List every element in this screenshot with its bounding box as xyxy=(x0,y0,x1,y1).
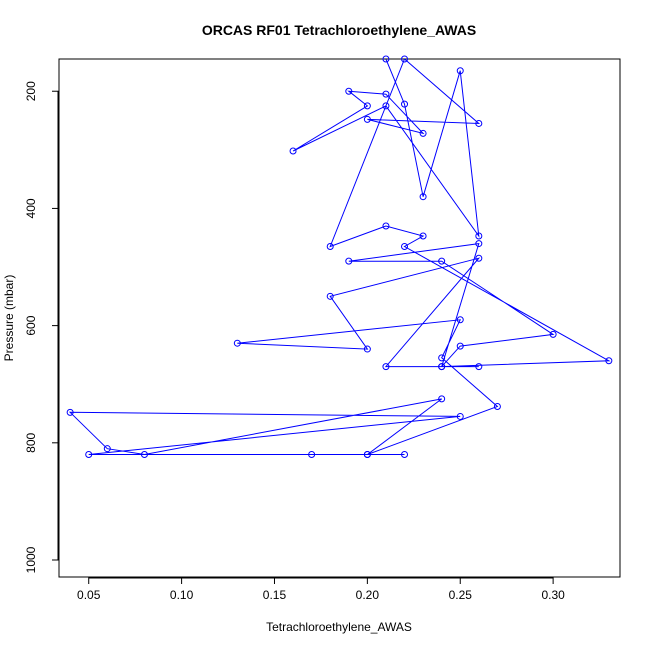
y-axis-label: Pressure (mbar) xyxy=(2,275,16,362)
data-point xyxy=(363,115,371,123)
data-point xyxy=(308,451,316,459)
series-line xyxy=(68,59,611,456)
data-point xyxy=(85,451,93,459)
x-tick-label: 0.10 xyxy=(170,588,194,602)
data-point xyxy=(493,402,501,410)
data-point xyxy=(345,87,353,95)
data-point xyxy=(401,55,409,63)
data-point xyxy=(456,67,464,75)
data-point xyxy=(401,243,409,251)
data-point xyxy=(475,232,483,240)
data-point xyxy=(438,257,446,265)
data-point xyxy=(438,395,446,403)
x-tick-label: 0.20 xyxy=(356,588,380,602)
data-point xyxy=(363,451,371,459)
data-point xyxy=(103,445,111,453)
y-tick-label: 400 xyxy=(24,198,38,218)
data-point xyxy=(363,102,371,110)
data-point xyxy=(401,100,409,108)
data-point xyxy=(419,193,427,201)
data-point xyxy=(233,339,241,347)
data-point xyxy=(326,292,334,300)
chart-title: ORCAS RF01 Tetrachloroethylene_AWAS xyxy=(202,22,476,38)
x-tick-label: 0.15 xyxy=(263,588,287,602)
data-point xyxy=(382,222,390,230)
data-point xyxy=(419,232,427,240)
x-axis-label: Tetrachloroethylene_AWAS xyxy=(266,620,412,634)
data-point xyxy=(438,354,446,362)
x-tick-label: 0.25 xyxy=(449,588,473,602)
y-tick-label: 200 xyxy=(24,81,38,101)
data-point xyxy=(475,119,483,127)
data-point xyxy=(456,342,464,350)
data-series xyxy=(66,55,613,459)
y-axis: 200 400 600 800 1000 xyxy=(24,81,59,573)
data-point xyxy=(456,412,464,420)
y-tick-label: 800 xyxy=(24,432,38,452)
data-point xyxy=(382,363,390,371)
data-point xyxy=(401,451,409,459)
data-point xyxy=(419,129,427,137)
data-point xyxy=(475,363,483,371)
data-point xyxy=(140,451,148,459)
data-point xyxy=(382,102,390,110)
data-point xyxy=(363,345,371,353)
y-tick-label: 1000 xyxy=(24,546,38,573)
data-point xyxy=(475,240,483,248)
data-point xyxy=(289,147,297,155)
x-axis: 0.05 0.10 0.15 0.20 0.25 0.30 xyxy=(77,577,565,602)
data-point xyxy=(382,55,390,63)
data-point xyxy=(326,243,334,251)
plot-frame xyxy=(58,58,621,578)
data-point xyxy=(549,330,557,338)
data-point xyxy=(345,257,353,265)
data-point xyxy=(66,408,74,416)
data-point xyxy=(475,254,483,262)
x-tick-label: 0.30 xyxy=(541,588,565,602)
data-point xyxy=(382,90,390,98)
data-point xyxy=(438,363,446,371)
data-point xyxy=(456,316,464,324)
data-point xyxy=(605,357,613,365)
y-tick-label: 600 xyxy=(24,315,38,335)
x-tick-label: 0.05 xyxy=(77,588,101,602)
